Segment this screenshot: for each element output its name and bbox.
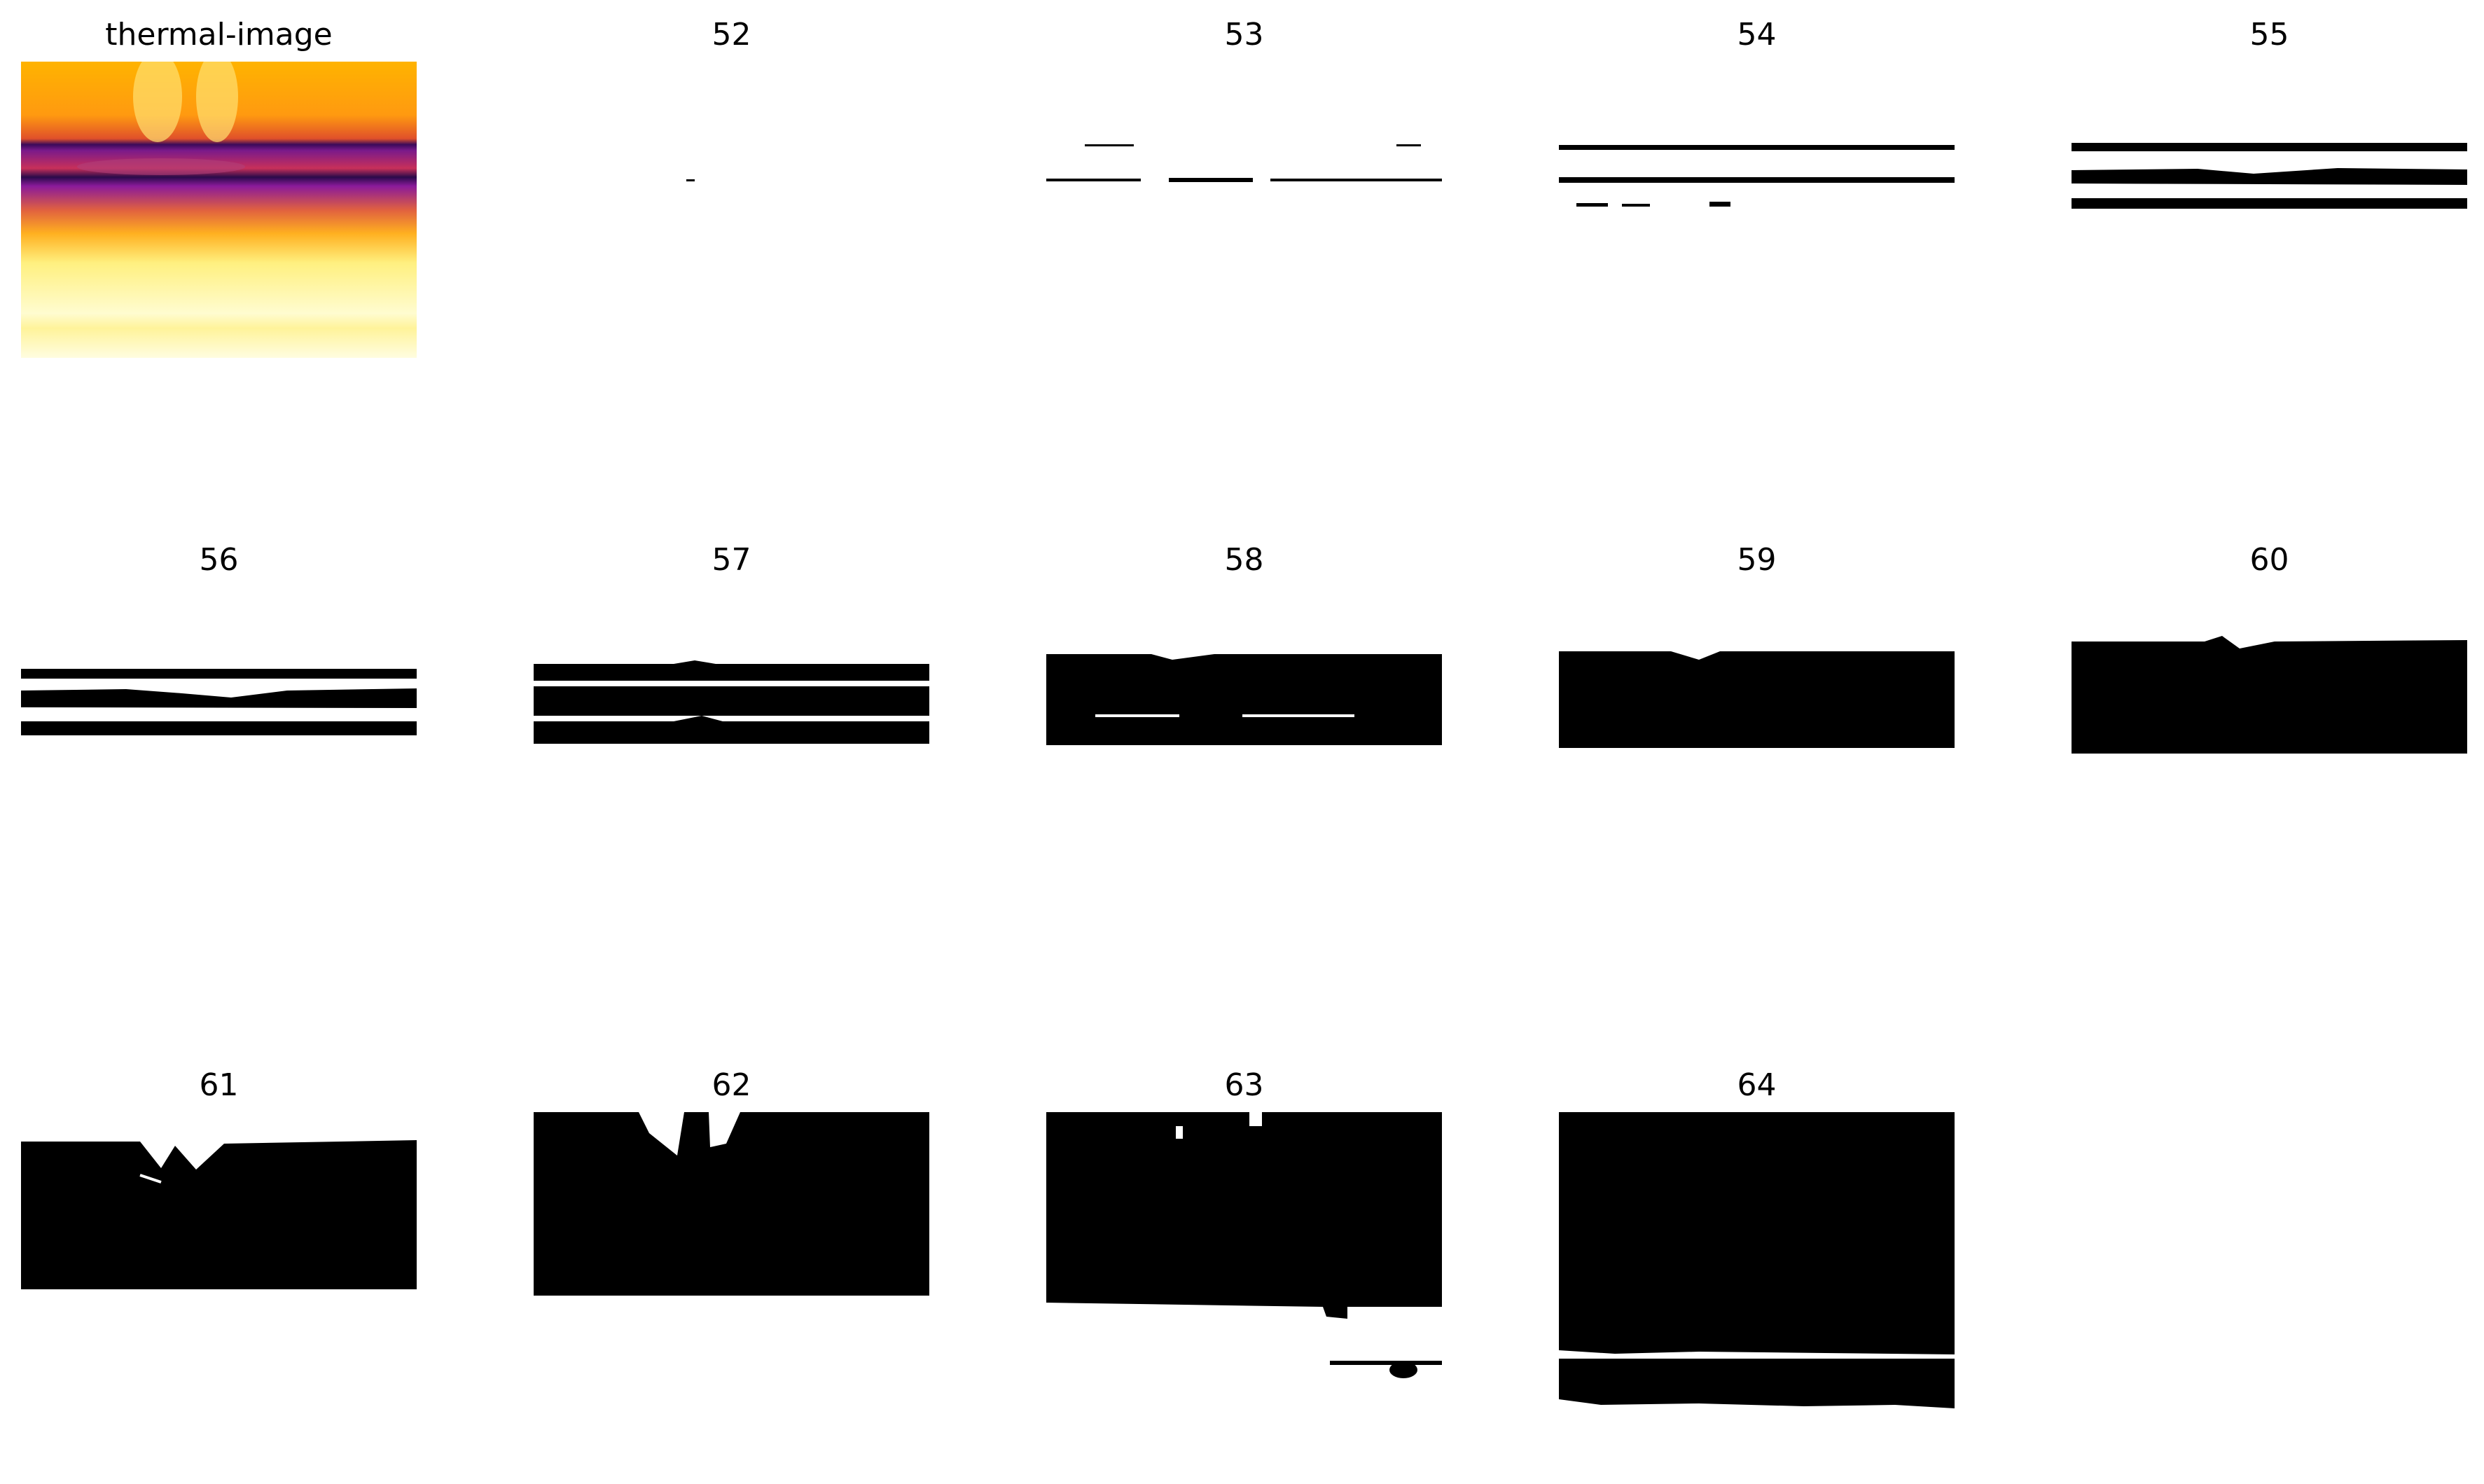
mask-63 xyxy=(1046,1112,1442,1408)
mask-61 xyxy=(21,1112,417,1408)
mask-56 xyxy=(21,587,417,883)
mask-55 xyxy=(2072,62,2467,358)
mask-53 xyxy=(1046,62,1442,358)
mask-54 xyxy=(1559,62,1955,358)
panel-title-55: 55 xyxy=(2249,17,2289,53)
panel-title-61: 61 xyxy=(199,1067,239,1103)
panel-title-63: 63 xyxy=(1224,1067,1264,1103)
panel-title-57: 57 xyxy=(712,542,751,578)
panel-title-thermal: thermal-image xyxy=(105,17,333,53)
thermal-image xyxy=(21,62,417,358)
mask-52 xyxy=(534,62,929,358)
mask-58 xyxy=(1046,587,1442,883)
panel-title-54: 54 xyxy=(1737,17,1777,53)
panel-title-56: 56 xyxy=(199,542,239,578)
mask-57 xyxy=(534,587,929,883)
mask-64 xyxy=(1559,1112,1955,1408)
panel-title-62: 62 xyxy=(712,1067,751,1103)
panel-title-58: 58 xyxy=(1224,542,1264,578)
mask-59 xyxy=(1559,587,1955,883)
panel-title-60: 60 xyxy=(2249,542,2289,578)
panel-title-59: 59 xyxy=(1737,542,1777,578)
mask-62 xyxy=(534,1112,929,1408)
panel-title-64: 64 xyxy=(1737,1067,1777,1103)
mask-60 xyxy=(2072,587,2467,883)
panel-title-53: 53 xyxy=(1224,17,1264,53)
panel-title-52: 52 xyxy=(712,17,751,53)
